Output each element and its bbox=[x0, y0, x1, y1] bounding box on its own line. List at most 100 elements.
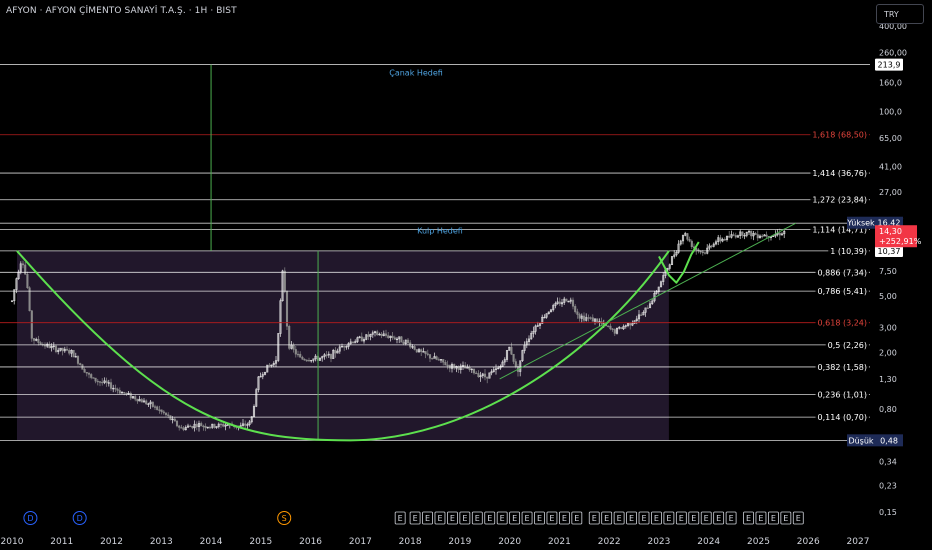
candle-body bbox=[107, 382, 110, 384]
earnings-marker[interactable] bbox=[651, 511, 662, 525]
earnings-marker[interactable] bbox=[792, 511, 804, 525]
candle-body bbox=[470, 368, 473, 371]
candle-body bbox=[70, 350, 73, 354]
candle-body bbox=[288, 326, 291, 349]
earnings-marker[interactable] bbox=[484, 511, 496, 525]
currency-button[interactable]: TRY bbox=[876, 4, 924, 24]
earnings-marker[interactable] bbox=[571, 511, 583, 525]
candle-body bbox=[334, 350, 337, 354]
earnings-marker[interactable] bbox=[626, 511, 637, 525]
y-tick-label: 2,00 bbox=[879, 348, 897, 357]
earnings-marker[interactable] bbox=[496, 511, 508, 525]
earnings-marker[interactable] bbox=[588, 511, 600, 525]
earnings-marker[interactable] bbox=[780, 511, 792, 525]
earnings-marker[interactable] bbox=[447, 511, 458, 525]
x-tick-label: 2017 bbox=[349, 537, 372, 547]
earnings-marker[interactable] bbox=[394, 511, 406, 525]
dividend-marker[interactable] bbox=[72, 511, 87, 525]
candle-body bbox=[272, 363, 275, 366]
x-tick-label: 2015 bbox=[249, 537, 272, 547]
earnings-marker[interactable] bbox=[755, 511, 767, 525]
earnings-marker[interactable] bbox=[743, 511, 754, 525]
candle-body bbox=[538, 323, 542, 326]
candle-body bbox=[24, 264, 27, 275]
candle-body bbox=[756, 234, 759, 239]
candle-body bbox=[79, 363, 82, 365]
candle-body bbox=[483, 373, 487, 378]
x-tick-label: 2014 bbox=[200, 537, 223, 547]
earnings-marker[interactable] bbox=[688, 511, 700, 525]
candle-body bbox=[28, 287, 31, 311]
candle-body bbox=[560, 302, 564, 305]
fib-level-label: 1 (10,39) bbox=[830, 247, 867, 256]
earnings-marker[interactable] bbox=[509, 511, 521, 525]
last-price-box bbox=[875, 225, 917, 248]
candle-body bbox=[624, 325, 627, 327]
kulp-hedefi-label: Kulp Hedefi bbox=[417, 226, 463, 235]
earnings-marker[interactable] bbox=[521, 511, 533, 525]
candle-body bbox=[486, 376, 489, 379]
candle-body bbox=[35, 338, 38, 341]
earnings-marker[interactable] bbox=[422, 511, 433, 525]
candle-body bbox=[780, 233, 784, 236]
trend-line bbox=[499, 222, 797, 380]
earnings-marker[interactable] bbox=[713, 511, 725, 525]
candle-body bbox=[622, 326, 625, 330]
candle-body bbox=[439, 359, 443, 361]
candle-body bbox=[336, 350, 339, 354]
dividend-marker[interactable] bbox=[23, 511, 38, 525]
earnings-marker[interactable] bbox=[558, 511, 570, 525]
earnings-marker[interactable] bbox=[434, 511, 446, 525]
fib-level-label: 1,114 (14,71) bbox=[812, 225, 867, 234]
earnings-marker-letter: E bbox=[437, 514, 442, 523]
earnings-marker[interactable] bbox=[663, 511, 675, 525]
candle-body bbox=[413, 346, 416, 350]
time-axis[interactable]: 2010 2011 2012 2013 2014 2015 2016 2017 2018 2019… bbox=[1, 537, 870, 547]
candle-body bbox=[490, 371, 493, 374]
earnings-marker-letter: E bbox=[691, 514, 696, 523]
candle-body bbox=[389, 335, 392, 338]
candle-body bbox=[39, 342, 42, 345]
candle-body bbox=[184, 427, 187, 431]
earnings-marker[interactable] bbox=[409, 511, 421, 525]
cup-curve bbox=[16, 250, 670, 442]
candle-body bbox=[10, 300, 14, 302]
candle-body bbox=[461, 365, 465, 367]
candle-body bbox=[296, 353, 300, 356]
earnings-marker[interactable] bbox=[459, 511, 471, 525]
candle-body bbox=[257, 376, 260, 390]
earnings-marker[interactable] bbox=[613, 511, 625, 525]
candle-body bbox=[545, 313, 548, 318]
earnings-marker-letter: E bbox=[413, 514, 418, 523]
candle-body bbox=[153, 406, 157, 408]
chart-title: AFYON · AFYON ÇİMENTO SANAYİ T.A.Ş. · 1H… bbox=[6, 6, 237, 16]
earnings-marker[interactable] bbox=[601, 511, 613, 525]
earnings-marker[interactable] bbox=[546, 511, 558, 525]
candle-body bbox=[305, 359, 308, 362]
candle-body bbox=[285, 291, 289, 327]
candle-body bbox=[477, 373, 480, 378]
x-tick-label: 2012 bbox=[100, 537, 123, 547]
earnings-marker[interactable] bbox=[768, 511, 779, 525]
canak-hedefi-label: Çanak Hedefi bbox=[389, 69, 443, 78]
candle-body bbox=[270, 364, 273, 367]
split-marker[interactable] bbox=[277, 511, 292, 525]
candle-body bbox=[142, 400, 146, 403]
earnings-marker-letter: E bbox=[549, 514, 554, 523]
earnings-marker[interactable] bbox=[700, 511, 712, 525]
earnings-marker[interactable] bbox=[471, 511, 483, 525]
candle-body bbox=[248, 421, 251, 425]
candle-body bbox=[37, 338, 40, 343]
candle-body bbox=[114, 387, 117, 390]
earnings-marker[interactable] bbox=[638, 511, 650, 525]
candle-body bbox=[279, 300, 282, 334]
x-tick-label: 2024 bbox=[697, 537, 720, 547]
earnings-marker[interactable] bbox=[725, 511, 737, 525]
earnings-marker[interactable] bbox=[675, 511, 687, 525]
candle-body bbox=[582, 315, 586, 321]
earnings-marker[interactable] bbox=[534, 511, 545, 525]
earnings-marker-letter: E bbox=[654, 514, 659, 523]
candle-body bbox=[398, 336, 401, 340]
price-axis[interactable]: 400,00260,00160,0100,065,0041,0027,0017,… bbox=[846, 22, 921, 517]
